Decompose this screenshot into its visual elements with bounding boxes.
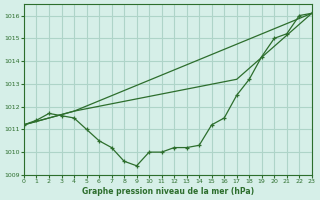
X-axis label: Graphe pression niveau de la mer (hPa): Graphe pression niveau de la mer (hPa)	[82, 187, 254, 196]
